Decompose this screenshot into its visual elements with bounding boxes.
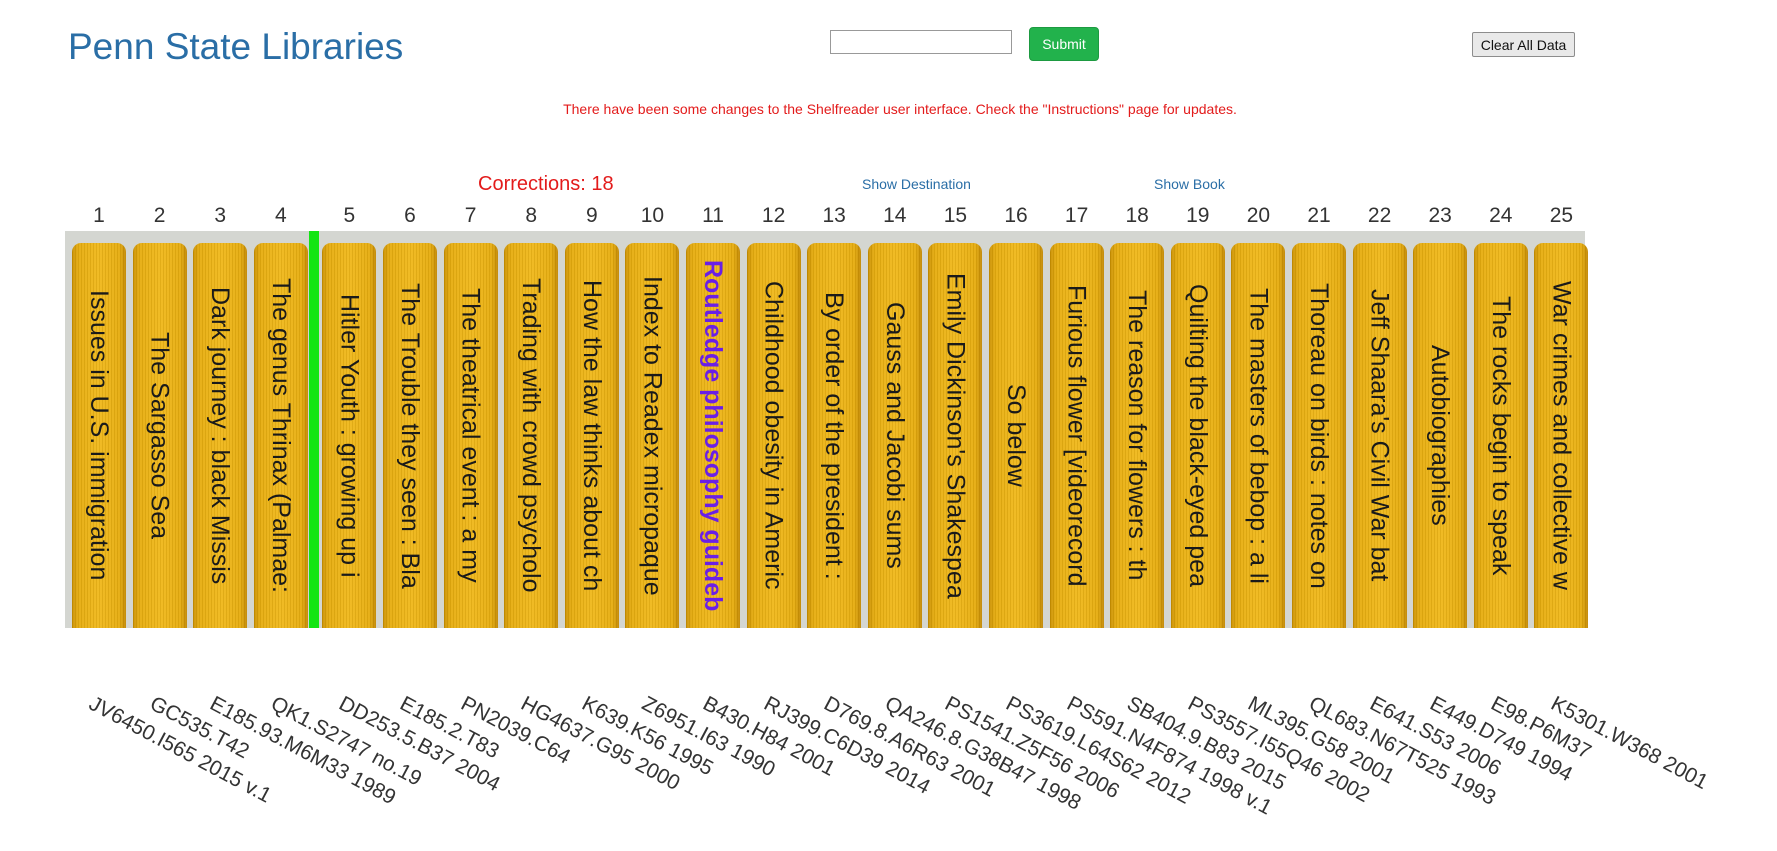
book-spine[interactable]: The theatrical event : a my [443,243,498,628]
book-spine[interactable]: So below [989,243,1043,628]
book-title: Index to Readex micropaque [638,275,667,596]
shelf-position-number: 19 [1186,204,1210,227]
shelf-position-number: 22 [1367,204,1392,227]
book-title: The Sargasso Sea [145,331,174,540]
shelf-position-number: 17 [1064,204,1089,227]
book-title: Trading with crowd psycholo [517,278,546,593]
update-notice: There have been some changes to the Shel… [563,101,1237,117]
book-title: War crimes and collective w [1547,281,1576,590]
book-title: Autobiographies [1426,345,1455,526]
book-spine[interactable]: The masters of bebop : a li [1231,243,1286,628]
book-title: Quilting the black-eyed pea [1183,284,1212,587]
book-title: Gauss and Jacobi sums [880,302,909,569]
shelf-position-number: 23 [1428,204,1452,227]
shelf-position-number: 12 [761,204,786,227]
book-spine[interactable]: Routledge philosophy guideb [686,243,740,628]
book-spine[interactable]: How the law thinks about ch [564,243,619,628]
shelf-position-number: 3 [214,204,227,227]
book-shelf: Issues in U.S. immigration The Sargasso S… [65,231,1589,628]
show-book-link[interactable]: Show Book [1154,176,1225,192]
book-spine[interactable]: Emily Dickinson's Shakespea [928,243,983,628]
shelf-position-number: 6 [404,204,416,227]
book-title: Jeff Shaara's Civil War bat [1365,289,1394,582]
book-spine[interactable]: Trading with crowd psycholo [504,243,559,628]
book-title: By order of the president : [820,291,849,580]
call-number-input[interactable] [830,30,1012,54]
submit-button[interactable]: Submit [1029,27,1099,61]
book-title: Furious flower [videorecord [1062,284,1091,587]
show-destination-link[interactable]: Show Destination [862,176,971,192]
book-spine[interactable]: The rocks begin to speak [1473,243,1528,628]
shelf-position-number: 15 [943,204,968,227]
book-spine[interactable]: Furious flower [videorecord [1049,243,1104,628]
book-spine[interactable]: Gauss and Jacobi sums [867,243,922,628]
book-spine[interactable]: Index to Readex micropaque [625,243,680,628]
book-spine[interactable]: By order of the president : [807,243,862,628]
book-title: The reason for flowers : th [1123,290,1152,581]
shelf-position-number: 9 [585,204,598,227]
book-spine[interactable]: The Sargasso Sea [132,243,187,628]
book-title: So below [1002,384,1030,487]
page-title: Penn State Libraries [68,26,404,67]
book-spine[interactable]: Quilting the black-eyed pea [1170,243,1225,628]
shelf-position-number: 25 [1549,204,1574,227]
book-title: The Trouble they seen : Bla [396,282,424,589]
shelf-position-number: 14 [883,204,907,227]
book-spine[interactable]: The genus Thrinax (Palmae: [253,243,308,628]
book-spine[interactable]: Thoreau on birds : notes on [1292,243,1346,628]
shelf-position-number: 11 [702,204,724,227]
shelf-position-number: 1 [93,204,105,227]
shelf-position-number: 8 [525,204,538,227]
book-spine[interactable]: Issues in U.S. immigration [72,243,126,628]
book-title: The masters of bebop : a li [1244,287,1273,584]
corrections-count: Corrections: 18 [478,173,614,195]
shelf-position-number: 5 [343,204,356,227]
book-title: The theatrical event : a my [456,288,485,583]
shelf-position-number: 7 [464,204,477,227]
clear-all-data-button[interactable]: Clear All Data [1472,32,1575,57]
shelf-position-number: 24 [1489,204,1513,227]
shelf-position-numbers: 1 2 3 4 5 6 7 8 9 10 11 12 13 14 15 16 17 18 19 20 21 22 23 24 2… [0,204,1600,230]
book-spine[interactable]: The Trouble they seen : Bla [383,243,437,628]
book-title: Hitler Youth : growing up i [335,293,364,578]
insertion-marker [308,231,319,628]
book-spine[interactable]: Childhood obesity in Americ [746,243,801,628]
book-spine[interactable]: Hitler Youth : growing up i [322,243,377,628]
shelf-position-number: 20 [1246,204,1271,227]
shelf-position-number: 18 [1125,204,1149,227]
shelf-position-number: 2 [153,204,166,227]
book-title: Routledge philosophy guideb [699,259,727,612]
book-spine[interactable]: Autobiographies [1413,243,1468,628]
book-title: Emily Dickinson's Shakespea [941,272,970,599]
book-spine[interactable]: Jeff Shaara's Civil War bat [1352,243,1407,628]
book-title: How the law thinks about ch [577,279,606,592]
book-spine[interactable]: Dark journey : black Missis [193,243,248,628]
book-title: Dark journey : black Missis [206,286,235,585]
shelf-position-number: 13 [822,204,846,227]
shelf-position-number: 16 [1004,204,1028,227]
book-spine[interactable]: The reason for flowers : th [1110,243,1165,628]
book-title: The rocks begin to speak [1486,295,1515,576]
book-title: Thoreau on birds : notes on [1305,282,1333,589]
shelf-position-number: 21 [1307,204,1331,227]
shelf-position-number: 10 [640,204,665,227]
book-title: Issues in U.S. immigration [85,290,113,581]
book-title: The genus Thrinax (Palmae: [266,278,295,593]
book-spine[interactable]: War crimes and collective w [1534,243,1589,628]
shelf-position-number: 4 [274,204,287,227]
book-title: Childhood obesity in Americ [759,281,788,590]
